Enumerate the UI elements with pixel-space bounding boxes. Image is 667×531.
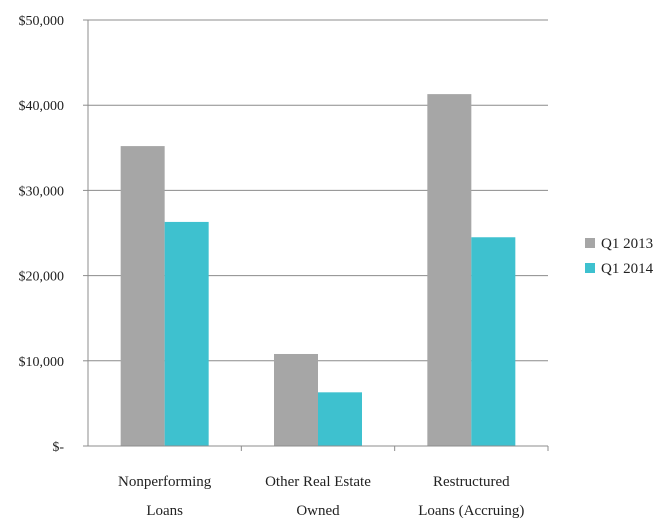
x-category-label: Nonperforming [118, 474, 212, 490]
x-category-label: Owned [296, 503, 340, 519]
legend-swatch [585, 238, 595, 248]
bar-q1-2014 [471, 237, 516, 446]
legend: Q1 2013 Q1 2014 [585, 236, 654, 277]
bar-q1-2013 [427, 94, 472, 447]
y-tick-label: $10,000 [19, 355, 65, 370]
x-category-label: Loans (Accruing) [418, 503, 524, 519]
x-axis-categories: Nonperforming Loans Other Real Estate Owned… [118, 474, 524, 519]
y-tick-label: $40,000 [19, 99, 65, 114]
x-category-label: Restructured [433, 474, 510, 490]
x-category-label: Other Real Estate [265, 474, 371, 490]
legend-label: Q1 2013 [601, 236, 653, 252]
legend-label: Q1 2014 [601, 261, 654, 277]
y-tick-label: $20,000 [19, 270, 65, 285]
bar-q1-2014 [318, 392, 362, 446]
y-tick-label: $- [52, 440, 64, 455]
axes [87, 20, 549, 451]
x-category-label: Loans [146, 503, 183, 519]
y-axis-ticks: $- $10,000 $20,000 $30,000 $40,000 $50,000 [19, 14, 88, 455]
y-tick-label: $50,000 [19, 14, 65, 29]
bar-q1-2013 [120, 146, 165, 446]
bar-q1-2014 [164, 221, 209, 446]
bar-q1-2013 [274, 353, 318, 446]
y-tick-label: $30,000 [19, 184, 65, 199]
bars [120, 94, 516, 447]
legend-swatch [585, 263, 595, 273]
